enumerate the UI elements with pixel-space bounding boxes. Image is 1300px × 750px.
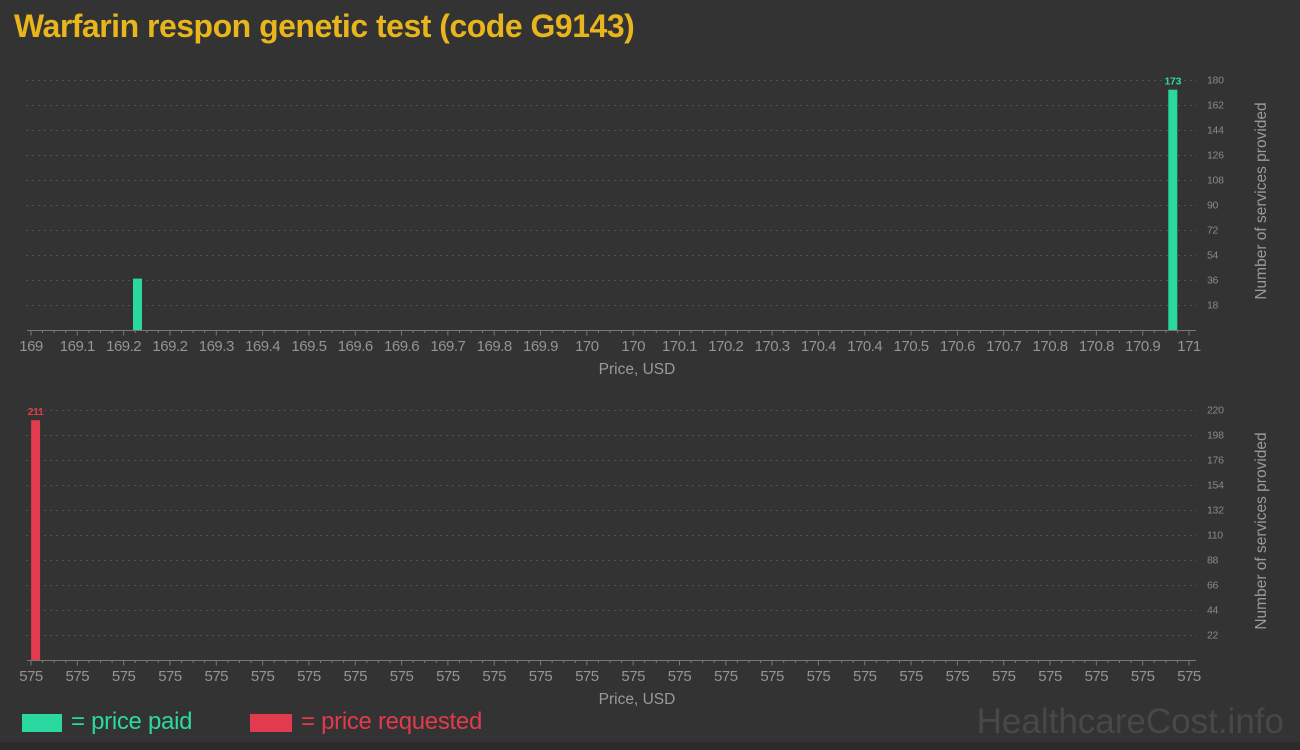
x-tick-label: 170.8 [1033,338,1068,355]
y-tick-label: 176 [1207,455,1224,467]
y-tick-label: 54 [1207,250,1219,262]
x-tick-label: 169.6 [384,338,419,355]
x-tick-label: 169.9 [523,338,558,355]
x-tick-label: 575 [946,668,970,685]
y-tick-label: 126 [1207,150,1224,162]
legend-label-price-requested: = price requested [301,708,483,735]
x-axis-ticks [30,330,1190,336]
x-axis-ticks [30,660,1190,666]
x-tick-label: 575 [853,668,877,685]
bar-value-label: 211 [28,406,44,418]
watermark-link[interactable]: HealthcareCost.info [976,702,1284,741]
y-tick-label: 36 [1207,275,1219,287]
y-tick-label: 180 [1207,75,1224,87]
x-tick-label: 170.5 [894,338,929,355]
x-tick-label: 575 [1085,668,1109,685]
x-tick-label: 169.7 [430,338,465,355]
footer-strip [0,742,1300,750]
x-tick-label: 170.6 [940,338,975,355]
legend-swatch-price-requested [250,714,292,732]
x-tick-label: 171 [1177,338,1201,355]
x-tick-label: 575 [297,668,321,685]
x-tick-label: 575 [251,668,275,685]
price-requested-chart: 22 44 66 88 110 132 154 176 198 220 575 575 575 575 57… [19,405,1270,709]
bar-value-label: 173 [1164,76,1181,88]
x-tick-label: 170.7 [986,338,1021,355]
x-tick-label: 170 [621,338,645,355]
page-title: Warfarin respon genetic test (code G9143… [14,8,635,44]
x-tick-label: 170.4 [801,338,836,355]
x-tick-label: 169.2 [106,338,141,355]
y-tick-label: 132 [1207,505,1224,517]
x-tick-label: 575 [1177,668,1201,685]
y-tick-label: 144 [1207,125,1224,137]
x-tick-label: 575 [992,668,1016,685]
x-tick-label: 169.3 [199,338,234,355]
y-tick-label: 108 [1207,175,1224,187]
x-tick-label: 169.5 [291,338,326,355]
x-axis-title: Price, USD [599,691,676,708]
bars-price-paid: 173 [133,76,1182,330]
price-paid-chart: 18 36 54 72 90 108 126 144 162 180 169 169.1 169.2 16… [19,75,1270,379]
x-tick-label: 169.4 [245,338,280,355]
x-tick-label: 575 [19,668,43,685]
gridlines [26,80,1197,306]
y-tick-label: 154 [1207,480,1224,492]
x-tick-label: 170.3 [755,338,790,355]
x-tick-label: 169 [19,338,43,355]
y-tick-label: 66 [1207,580,1219,592]
x-tick-label: 575 [899,668,923,685]
gridlines [26,410,1197,636]
x-tick-label: 575 [714,668,738,685]
y-tick-label: 90 [1207,200,1219,212]
x-tick-label: 575 [760,668,784,685]
x-tick-label: 575 [621,668,645,685]
y-tick-label: 72 [1207,225,1219,237]
bar-price-paid[interactable] [1168,89,1178,330]
x-tick-label: 575 [205,668,229,685]
x-tick-label: 575 [436,668,460,685]
y-tick-label: 162 [1207,100,1224,112]
y-tick-label: 220 [1207,405,1224,417]
x-tick-label: 575 [482,668,506,685]
x-axis-title: Price, USD [599,361,676,378]
x-tick-label: 575 [343,668,367,685]
x-tick-label: 170 [575,338,599,355]
y-tick-label: 110 [1207,530,1223,542]
y-tick-label: 18 [1207,300,1219,312]
legend-swatch-price-paid [22,714,62,732]
x-tick-label: 169.6 [338,338,373,355]
y-tick-label: 44 [1207,605,1219,617]
x-tick-label: 170.9 [1125,338,1160,355]
x-tick-label: 575 [529,668,553,685]
x-tick-label: 170.8 [1079,338,1114,355]
x-tick-label: 170.4 [847,338,882,355]
bar-price-paid[interactable] [133,278,142,330]
bar-price-requested[interactable] [31,420,41,660]
x-tick-label: 575 [1131,668,1155,685]
y-tick-label: 22 [1207,630,1219,642]
x-tick-label: 575 [390,668,414,685]
legend-label-price-paid: = price paid [71,708,193,735]
y-tick-label: 88 [1207,555,1219,567]
y-axis-title: Number of services provided [1253,102,1270,299]
x-tick-label: 575 [158,668,182,685]
x-tick-label: 575 [112,668,136,685]
x-tick-label: 169.1 [60,338,95,355]
x-tick-label: 170.1 [662,338,697,355]
x-tick-label: 575 [668,668,692,685]
y-tick-label: 198 [1207,430,1224,442]
x-tick-label: 575 [1038,668,1062,685]
y-axis-title: Number of services provided [1253,432,1270,629]
x-tick-label: 169.8 [477,338,512,355]
x-tick-label: 575 [575,668,599,685]
x-tick-label: 170.2 [708,338,743,355]
bars-price-requested: 211 [28,406,44,660]
x-tick-label: 169.2 [152,338,187,355]
x-tick-label: 575 [66,668,90,685]
x-tick-label: 575 [807,668,831,685]
